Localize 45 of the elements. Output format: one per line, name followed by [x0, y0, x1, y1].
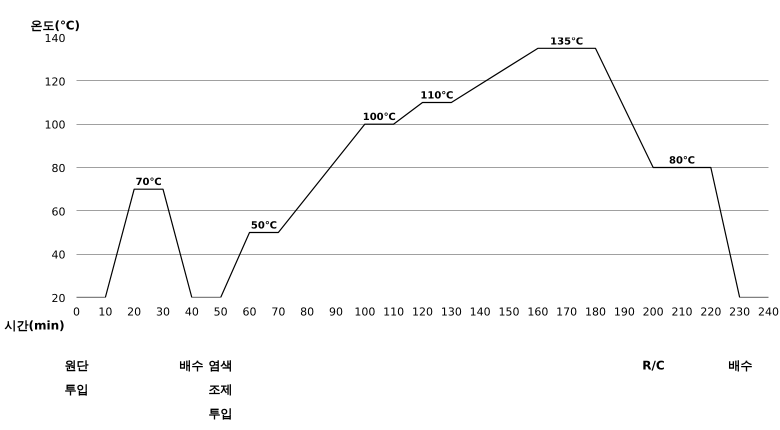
x-tick-label: 210	[672, 306, 692, 318]
text: 배수	[180, 358, 204, 372]
y-tick-label: 120	[44, 75, 66, 88]
text: 원단 투입	[64, 358, 88, 396]
text: R/C	[642, 358, 665, 372]
x-tick-label: 80	[300, 306, 314, 318]
x-tick-label: 110	[383, 306, 404, 318]
annotation: 50℃	[250, 220, 277, 232]
x-tick-label: 60	[242, 306, 256, 318]
y-axis-title: 온도(℃)	[30, 18, 80, 32]
x-tick-label: 0	[73, 306, 80, 318]
x-tick-label: 90	[329, 306, 343, 318]
annotation: 80℃	[668, 156, 696, 166]
y-tick-label: 140	[44, 32, 66, 45]
x-tick-label: 120	[412, 306, 433, 318]
x-tick-label: 200	[642, 306, 664, 318]
x-tick-label: 220	[700, 306, 722, 318]
x-tick-label: 10	[98, 306, 112, 318]
x-tick-label: 30	[156, 306, 170, 318]
annotation: 70℃	[136, 177, 162, 188]
x-tick-label: 230	[729, 306, 750, 318]
x-tick-label: 150	[498, 306, 520, 318]
x-tick-label: 240	[758, 306, 779, 318]
annotation: 100℃	[362, 112, 396, 124]
y-tick-label: 80	[52, 162, 66, 175]
x-tick-label: 100	[354, 306, 376, 318]
y-tick-label: 40	[52, 248, 66, 262]
x-tick-label: 20	[127, 306, 142, 318]
x-tick-label: 190	[614, 306, 635, 318]
x-tick-label: 170	[556, 306, 578, 318]
y-tick-label: 60	[52, 205, 66, 218]
x-axis-title: 시간(min)	[4, 318, 65, 332]
x-tick-label: 160	[527, 306, 548, 318]
y-tick-label: 20	[52, 292, 66, 305]
line-series	[76, 48, 768, 298]
text: 배수	[728, 358, 752, 372]
x-tick-label: 180	[585, 306, 606, 318]
x-tick-label: 140	[470, 306, 491, 318]
annotation: 110℃	[420, 90, 454, 102]
y-tick-label: 100	[44, 118, 66, 132]
x-tick-label: 70	[271, 306, 286, 318]
x-tick-label: 130	[440, 306, 462, 318]
text: 염색 조제 투입	[208, 358, 232, 420]
x-tick-label: 40	[184, 306, 199, 318]
x-tick-label: 50	[214, 306, 228, 318]
